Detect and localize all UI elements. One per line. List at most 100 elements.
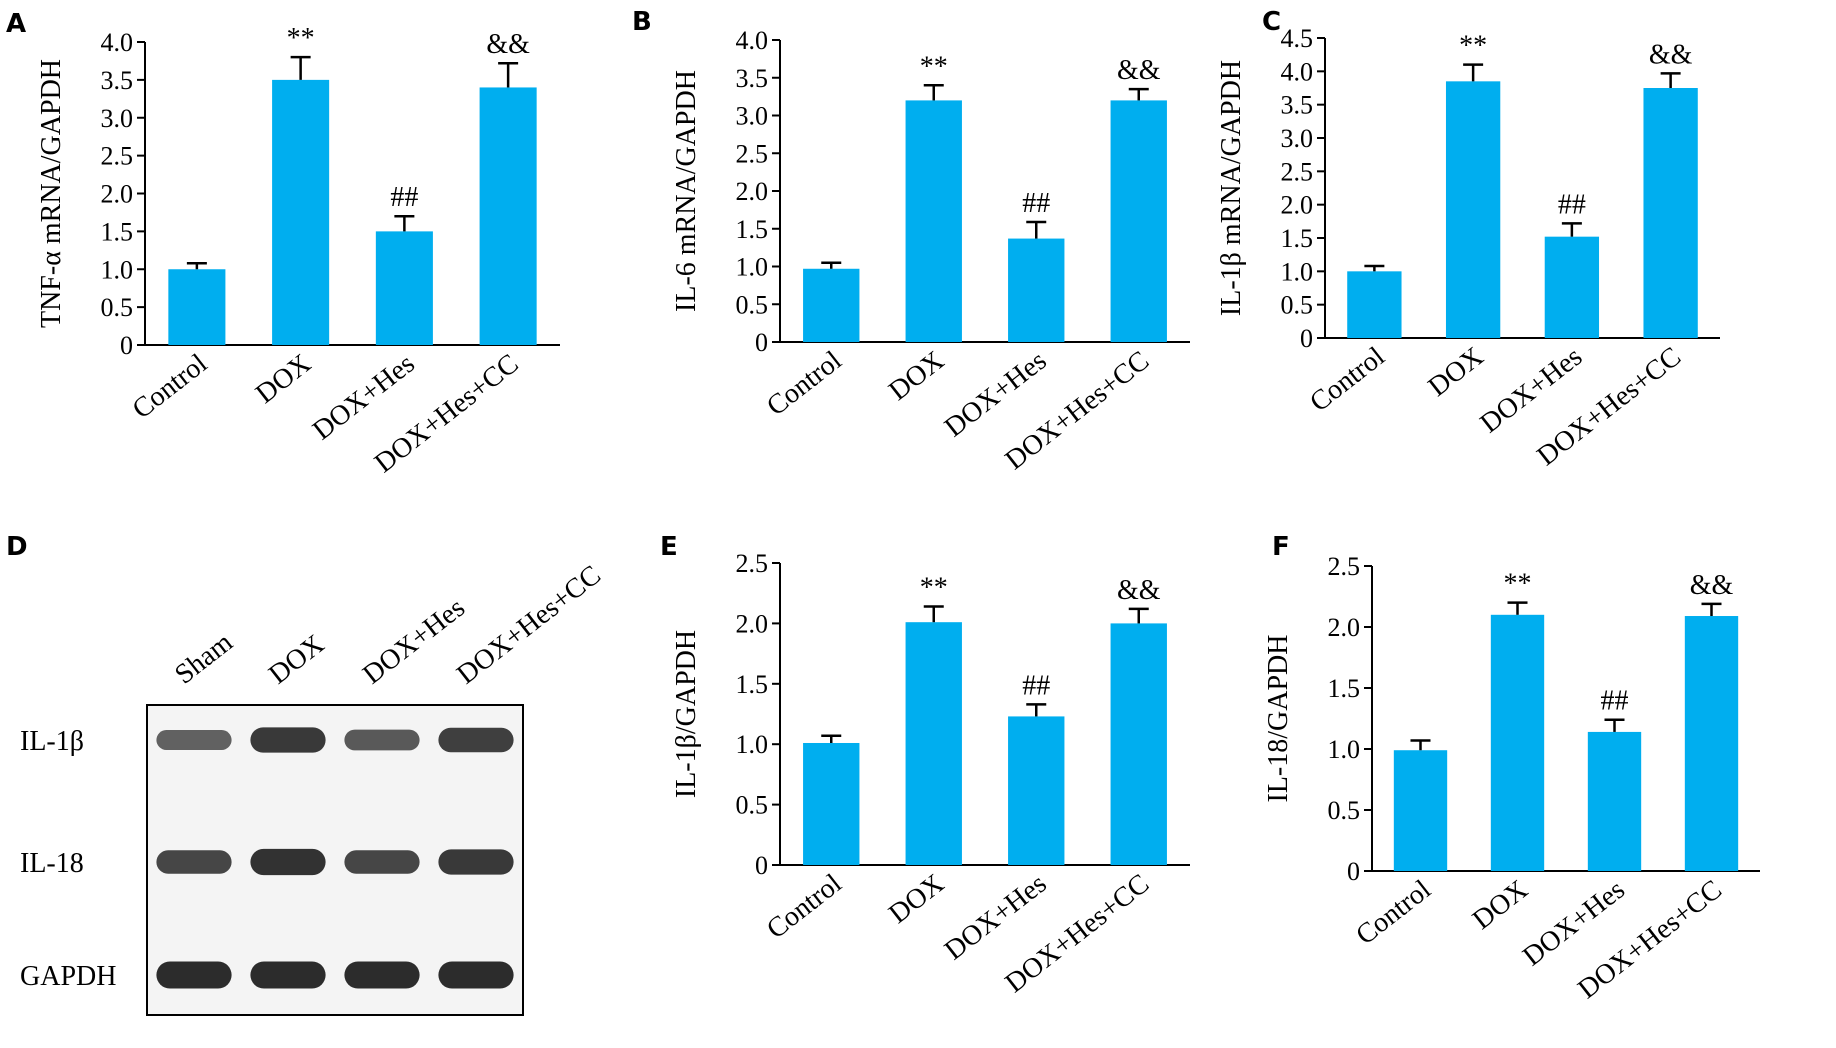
y-axis-label: IL-18/GAPDH [1263, 635, 1294, 803]
blot-band [344, 850, 420, 874]
y-tick-label: 2.0 [1281, 191, 1314, 220]
significance-mark: ## [1022, 188, 1050, 219]
bar [272, 79, 330, 345]
y-tick-label: 0 [755, 328, 768, 357]
blot-band [250, 727, 326, 753]
significance-mark: ## [1022, 670, 1050, 701]
bar [1008, 238, 1065, 342]
y-tick-label: 1.0 [736, 253, 769, 282]
significance-mark: ** [920, 51, 948, 82]
y-tick-label: 4.0 [1281, 57, 1314, 86]
y-tick-label: 3.0 [736, 102, 769, 131]
bar [1684, 616, 1739, 871]
category-label: Control [1304, 341, 1391, 418]
bar [1643, 88, 1698, 338]
bar [803, 268, 860, 342]
bar [1544, 236, 1600, 338]
bar [1110, 623, 1167, 865]
lane-label: DOX+Hes [357, 592, 471, 690]
lane-label: DOX [263, 629, 330, 691]
bar [803, 742, 860, 865]
significance-mark: ## [390, 182, 418, 213]
y-tick-label: 3.0 [101, 104, 134, 133]
category-label: DOX [250, 348, 317, 410]
y-tick-label: 2.5 [101, 142, 134, 171]
chart-panel-e: E 0 0.5 1.0 1.5 2.0 2.5 IL-1β/GAPDH Control ** DOX… [660, 532, 1190, 999]
y-tick-label: 3.5 [101, 66, 134, 95]
category-label: Control [1350, 874, 1437, 951]
chart-panel-a: A 0 0.5 1.0 1.5 2.0 2.5 3.0 3.5 4.0 TNF-α mRNA/GAP… [6, 9, 560, 479]
blot-band [344, 961, 420, 989]
y-tick-label: 2.0 [736, 609, 769, 638]
chart-panel-c: C 0 0.5 1.0 1.5 2.0 2.5 3.0 3.5 4.0 4.5 IL-1β mRNA/… [1216, 7, 1720, 472]
significance-mark: ** [920, 572, 948, 603]
y-tick-label: 2.5 [1281, 157, 1314, 186]
blot-band [156, 961, 232, 989]
significance-mark: && [1690, 570, 1734, 601]
bar [1393, 750, 1448, 871]
blot-band [156, 850, 232, 874]
significance-mark: ** [287, 23, 315, 54]
y-axis-label: IL-1β mRNA/GAPDH [1216, 60, 1247, 316]
y-tick-label: 1.0 [1328, 735, 1361, 764]
bar [905, 100, 962, 343]
panel-letter: B [632, 7, 652, 37]
significance-mark: ## [1601, 686, 1629, 717]
significance-mark: ** [1504, 569, 1532, 600]
significance-mark: && [1117, 55, 1161, 86]
y-axis-label: IL-1β/GAPDH [671, 630, 702, 798]
category-label: DOX [883, 868, 950, 930]
significance-mark: && [1117, 575, 1161, 606]
category-label: Control [127, 348, 214, 425]
y-axis-label: IL-6 mRNA/GAPDH [671, 70, 702, 312]
y-tick-label: 0 [755, 851, 768, 880]
blot-band [438, 849, 514, 875]
blot-band [250, 961, 326, 989]
panel-letter: F [1272, 532, 1290, 562]
y-tick-label: 4.5 [1281, 24, 1314, 53]
y-tick-label: 0 [1347, 857, 1360, 886]
y-tick-label: 0 [120, 331, 133, 360]
lane-label: DOX+Hes+CC [451, 559, 607, 690]
y-tick-label: 4.0 [101, 28, 134, 57]
blot-row-label: GAPDH [20, 961, 116, 992]
blot-row-label: IL-1β [20, 726, 84, 757]
y-tick-label: 3.0 [1281, 124, 1314, 153]
blot-band [344, 729, 420, 751]
category-label: DOX [883, 345, 950, 407]
chart-panel-b: B 0 0.5 1.0 1.5 2.0 2.5 3.0 3.5 4.0 IL-6 mRNA/GAPD… [632, 7, 1190, 476]
chart-panel-f: F 0 0.5 1.0 1.5 2.0 2.5 IL-18/GAPDH Control ** DOX… [1263, 532, 1760, 1005]
y-tick-label: 1.5 [1328, 674, 1361, 703]
y-tick-label: 1.5 [101, 217, 134, 246]
y-tick-label: 2.0 [101, 180, 134, 209]
bar [1008, 716, 1065, 865]
significance-mark: && [486, 29, 530, 60]
bar [1490, 614, 1545, 871]
y-tick-label: 2.5 [736, 139, 769, 168]
bar [1445, 81, 1501, 338]
y-tick-label: 0.5 [1328, 796, 1361, 825]
panel-letter: E [660, 532, 678, 562]
panel-letter: A [6, 9, 26, 39]
y-tick-label: 2.5 [1328, 552, 1361, 581]
y-tick-label: 3.5 [736, 64, 769, 93]
bar [479, 87, 537, 345]
y-tick-label: 2.0 [736, 177, 769, 206]
y-tick-label: 0 [1300, 324, 1313, 353]
bar [168, 269, 226, 345]
blot-band [438, 727, 514, 753]
panel-letter: D [6, 532, 28, 562]
bar [1587, 731, 1642, 871]
category-label: Control [761, 345, 848, 422]
bar [1110, 100, 1167, 343]
y-tick-label: 0.5 [736, 791, 769, 820]
y-tick-label: 2.0 [1328, 613, 1361, 642]
y-tick-label: 1.5 [1281, 224, 1314, 253]
significance-mark: ## [1558, 189, 1586, 220]
y-tick-label: 0.5 [101, 293, 134, 322]
lane-label: Sham [169, 627, 239, 691]
bar [1347, 271, 1402, 338]
significance-mark: ** [1459, 31, 1487, 62]
y-tick-label: 0.5 [736, 290, 769, 319]
